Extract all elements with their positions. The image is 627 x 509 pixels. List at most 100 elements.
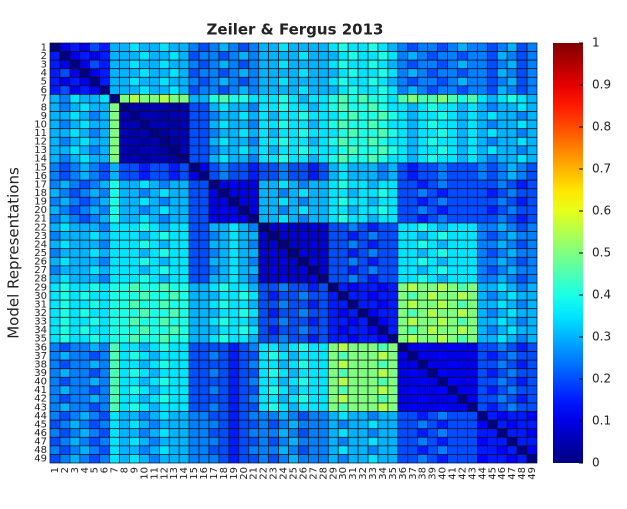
cell (457, 59, 468, 70)
cell (288, 385, 299, 395)
cell (317, 162, 329, 172)
cell (506, 282, 518, 292)
cell (357, 325, 369, 335)
cell (258, 265, 270, 275)
x-tick-label: 5 (90, 467, 101, 473)
cell (407, 214, 419, 224)
cell (457, 274, 468, 284)
cell (69, 428, 81, 438)
cell (447, 239, 458, 250)
cell (99, 368, 110, 378)
cell (109, 94, 120, 104)
cell (288, 85, 299, 95)
cell (59, 128, 71, 138)
cell (139, 154, 150, 164)
cell (178, 368, 190, 378)
cell (119, 351, 130, 361)
cell (317, 205, 329, 215)
cell (377, 51, 389, 61)
cell (278, 154, 289, 164)
cell (258, 385, 270, 395)
cell (308, 214, 319, 224)
cell (427, 136, 438, 147)
cell (178, 256, 190, 267)
cell (238, 325, 250, 335)
cell (357, 308, 369, 318)
cell (298, 128, 309, 138)
cell (477, 368, 488, 378)
cell (149, 265, 160, 275)
cell (447, 436, 458, 447)
cell (367, 325, 379, 335)
cell (129, 136, 140, 147)
cell (158, 376, 170, 387)
cell (437, 188, 448, 198)
cell (79, 248, 91, 258)
cell (208, 436, 220, 447)
cell (477, 239, 488, 250)
cell (397, 145, 409, 155)
cell (457, 128, 468, 138)
cell (397, 162, 409, 172)
cell (447, 376, 458, 387)
cell (129, 411, 140, 421)
cell (496, 334, 508, 344)
cell (89, 256, 101, 267)
cell (59, 85, 71, 95)
cell (387, 171, 399, 181)
cell (258, 145, 270, 155)
cell (248, 76, 260, 87)
cell (437, 205, 448, 215)
cell (427, 402, 438, 412)
cell (188, 171, 200, 181)
cell (486, 385, 498, 395)
cell (308, 454, 319, 464)
cell (228, 445, 240, 455)
cell (447, 136, 458, 147)
cell (258, 239, 270, 250)
cell (337, 351, 349, 361)
cell (347, 299, 359, 310)
cell (397, 111, 409, 121)
cell (59, 316, 71, 327)
cell (109, 85, 120, 95)
cell (397, 394, 409, 404)
cell (139, 248, 150, 258)
cell (506, 291, 518, 301)
cell (228, 436, 240, 447)
cell (457, 94, 468, 104)
cell (407, 299, 419, 310)
cell (298, 376, 309, 387)
cell (278, 445, 289, 455)
cell (69, 59, 81, 70)
cell (337, 85, 349, 95)
cell (59, 342, 71, 352)
y-tick-label: 34 (34, 325, 47, 336)
cell (59, 188, 71, 198)
cell (119, 445, 130, 455)
cell (208, 231, 220, 241)
y-tick-label: 18 (34, 188, 47, 199)
cell (228, 428, 240, 438)
cell (506, 351, 518, 361)
cell (248, 256, 260, 267)
cell (486, 179, 498, 190)
cell (228, 376, 240, 387)
cell (486, 111, 498, 121)
cell (477, 214, 488, 224)
cell (238, 411, 250, 421)
cell (109, 291, 120, 301)
cell (139, 394, 150, 404)
cell (337, 205, 349, 215)
cell (367, 179, 379, 190)
cell (447, 76, 458, 87)
cell (168, 136, 180, 147)
cell (516, 299, 528, 310)
cell (49, 359, 61, 370)
cell (89, 308, 101, 318)
cell (188, 188, 200, 198)
cell (208, 171, 220, 181)
cell (49, 85, 61, 95)
cell (387, 136, 399, 147)
cell (248, 376, 260, 387)
